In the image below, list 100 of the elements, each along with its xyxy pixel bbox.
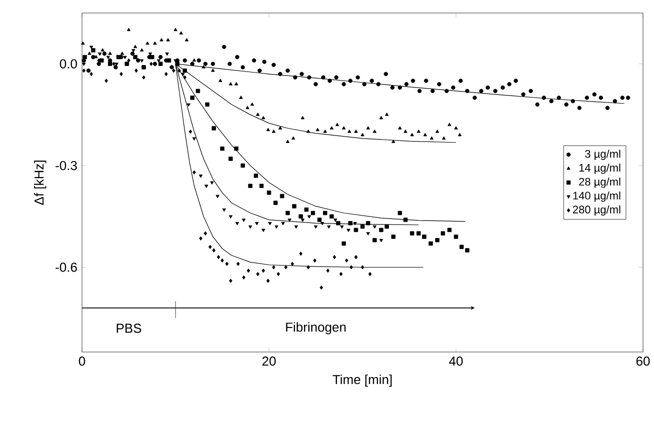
point (211, 68, 215, 72)
point (353, 222, 357, 226)
legend-label: 3 µg/ml (585, 150, 620, 160)
point (114, 62, 118, 66)
point (292, 204, 296, 208)
point (112, 62, 116, 66)
point (91, 48, 96, 52)
point (124, 62, 129, 66)
legend-label: 280 µg/ml (572, 205, 620, 216)
x-tick-label: 60 (636, 356, 650, 366)
point (94, 54, 98, 58)
point (146, 41, 150, 45)
point (336, 221, 340, 226)
point (330, 214, 334, 218)
y-tick-label: 0.0 (60, 59, 77, 68)
point (248, 184, 252, 188)
point (299, 252, 302, 256)
point (272, 130, 276, 133)
point (81, 41, 85, 45)
point (166, 58, 172, 63)
point (348, 130, 352, 133)
point (166, 38, 170, 42)
point (235, 222, 240, 226)
point (323, 210, 328, 216)
point (310, 210, 316, 216)
point (210, 181, 214, 185)
point (372, 130, 376, 133)
point (259, 184, 264, 188)
point (274, 225, 278, 229)
point (350, 265, 353, 270)
point (240, 163, 245, 168)
point (242, 275, 246, 280)
point (178, 68, 181, 73)
point (148, 52, 152, 56)
point (348, 221, 352, 226)
point (316, 128, 320, 132)
point (133, 54, 138, 60)
point (442, 136, 446, 140)
point (228, 156, 233, 161)
point (422, 234, 426, 239)
point (379, 228, 384, 232)
point (281, 222, 285, 226)
point (366, 126, 370, 130)
point (204, 231, 208, 236)
point (262, 116, 266, 120)
legend-label: 14 µg/ml (579, 164, 620, 174)
point (246, 268, 250, 273)
point (212, 126, 216, 130)
point (290, 262, 294, 266)
point (228, 215, 233, 218)
point (202, 65, 206, 68)
x-tick-label: 40 (449, 356, 463, 366)
point (140, 59, 144, 63)
point (284, 265, 288, 270)
point (392, 140, 396, 143)
point (88, 52, 92, 55)
point (228, 82, 233, 86)
point (291, 136, 296, 140)
point (123, 56, 127, 60)
point (234, 146, 238, 151)
point (116, 54, 121, 60)
point (313, 258, 316, 263)
point (366, 232, 370, 236)
point (342, 126, 346, 130)
point (288, 218, 292, 222)
point (250, 102, 254, 106)
point (142, 75, 146, 80)
y-axis-title: Δf [kHz] (34, 160, 46, 205)
point (398, 126, 402, 130)
point (183, 75, 186, 80)
point (360, 224, 365, 229)
point (246, 106, 250, 110)
point (179, 31, 183, 34)
point (435, 238, 440, 242)
point (391, 234, 396, 239)
point (106, 56, 110, 60)
point (272, 265, 276, 270)
point (254, 174, 258, 178)
point (108, 62, 112, 66)
point (372, 238, 377, 242)
point (236, 262, 240, 266)
point (108, 52, 112, 55)
point (298, 214, 303, 218)
point (198, 174, 203, 178)
point (384, 224, 389, 229)
point (340, 225, 344, 229)
point (97, 58, 100, 63)
point (266, 128, 270, 132)
point (416, 130, 420, 133)
point (175, 62, 180, 66)
point (208, 244, 212, 250)
point (181, 72, 185, 76)
point (127, 58, 130, 63)
point (326, 225, 331, 229)
point (304, 208, 309, 212)
point (248, 225, 252, 229)
point (273, 200, 278, 205)
point (174, 28, 178, 32)
point (188, 130, 192, 134)
point (255, 222, 259, 226)
